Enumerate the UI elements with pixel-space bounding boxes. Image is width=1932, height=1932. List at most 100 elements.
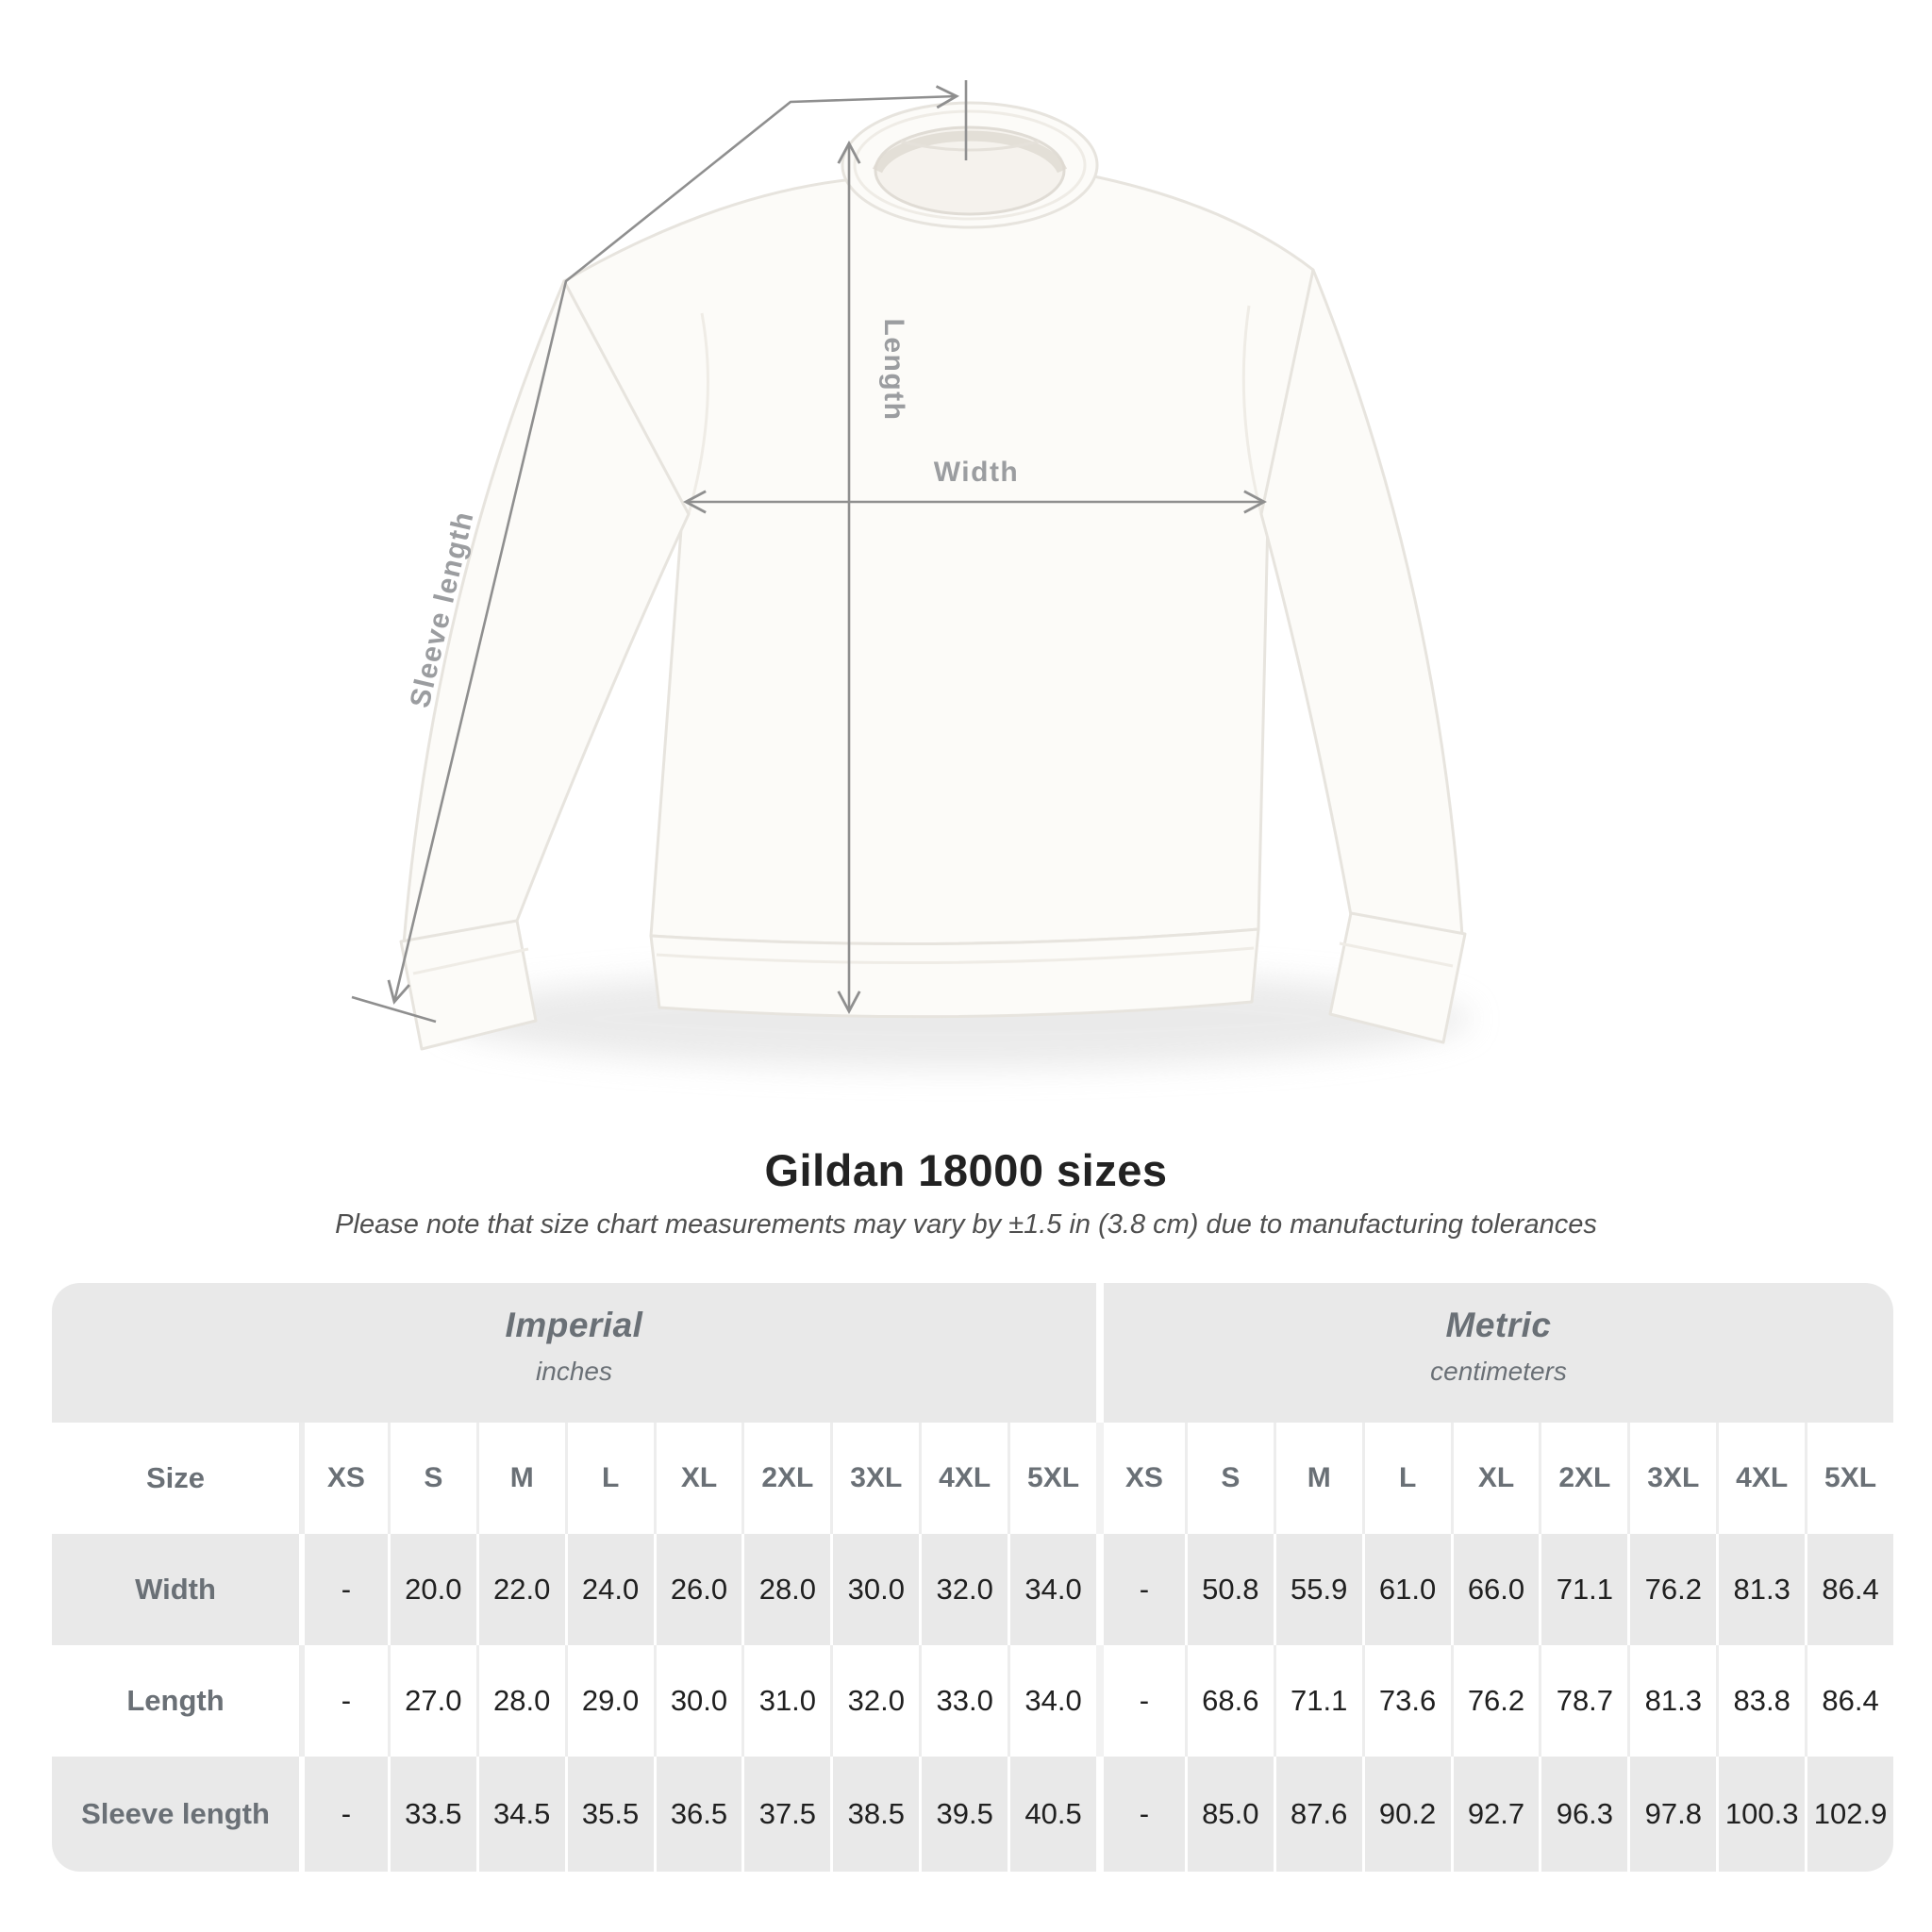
value-cell: 86.4 [1805, 1534, 1893, 1645]
value-cell: 28.0 [475, 1645, 565, 1757]
value-cell: 34.5 [475, 1757, 565, 1872]
unit-header-imperial: Imperial inches [52, 1283, 1096, 1423]
value-cell: - [1095, 1645, 1185, 1757]
value-cell: 24.0 [564, 1534, 654, 1645]
value-cell: 32.0 [830, 1645, 920, 1757]
table-row: Width -20.0 22.0 24.0 26.0 28.0 30.0 32.0 34.0-5… [52, 1534, 1893, 1645]
unit-header-metric: Metric centimeters [1096, 1283, 1893, 1423]
value-cell: 39.5 [919, 1757, 1008, 1872]
garment-body [562, 173, 1315, 946]
value-cell: 102.9 [1805, 1757, 1893, 1872]
value-cell: 66.0 [1450, 1534, 1540, 1645]
value-cell: 40.5 [1008, 1757, 1096, 1872]
size-header-metric-l: L [1361, 1423, 1451, 1534]
length-dimension-label: Length [878, 319, 909, 422]
size-header-imperial-s: S [387, 1423, 476, 1534]
value-cell: 87.6 [1273, 1757, 1362, 1872]
page-title: Gildan 18000 sizes [764, 1145, 1168, 1195]
value-cell: 34.0 [1008, 1534, 1096, 1645]
size-header-metric-xs: XS [1095, 1423, 1185, 1534]
garment-waistband [649, 927, 1260, 1019]
size-header-metric-5xl: 5XL [1805, 1423, 1893, 1534]
value-cell: 90.2 [1361, 1757, 1451, 1872]
garment-right-cuff [1328, 911, 1467, 1044]
value-cell: 96.3 [1539, 1757, 1628, 1872]
value-cell: 30.0 [653, 1645, 742, 1757]
value-cell: 85.0 [1184, 1757, 1274, 1872]
row-label: Length [52, 1645, 299, 1757]
value-cell: 29.0 [564, 1645, 654, 1757]
value-cell: 36.5 [653, 1757, 742, 1872]
right-cuff-stitch [1339, 941, 1454, 968]
value-cell: 71.1 [1539, 1534, 1628, 1645]
width-dimension-label: Width [934, 457, 1020, 488]
value-cell: - [299, 1534, 388, 1645]
value-cell: 61.0 [1361, 1534, 1451, 1645]
unit-sub-metric: centimeters [1430, 1357, 1567, 1386]
value-cell: 55.9 [1273, 1534, 1362, 1645]
value-cell: 76.2 [1627, 1534, 1717, 1645]
garment-right-sleeve [1259, 268, 1464, 938]
value-cell: 71.1 [1273, 1645, 1362, 1757]
value-cell: - [299, 1757, 388, 1872]
value-cell: 68.6 [1184, 1645, 1274, 1757]
table-row: Length -27.0 28.0 29.0 30.0 31.0 32.0 33.0 34.0-… [52, 1645, 1893, 1757]
sweatshirt-illustration: Length Width Sleeve length [351, 80, 1472, 1068]
size-header-metric-4xl: 4XL [1716, 1423, 1806, 1534]
value-cell: 78.7 [1539, 1645, 1628, 1757]
value-cell: 35.5 [564, 1757, 654, 1872]
sleeve-dimension-line [387, 85, 959, 1005]
value-cell: 20.0 [387, 1534, 476, 1645]
size-header-imperial-5xl: 5XL [1008, 1423, 1096, 1534]
size-header-metric-3xl: 3XL [1627, 1423, 1717, 1534]
value-cell: 50.8 [1184, 1534, 1274, 1645]
value-cell: 76.2 [1450, 1645, 1540, 1757]
value-cell: - [299, 1645, 388, 1757]
page-subtitle: Please note that size chart measurements… [335, 1209, 1597, 1240]
value-cell: 97.8 [1627, 1757, 1717, 1872]
unit-title-imperial: Imperial [505, 1306, 643, 1344]
size-table: Imperial inches Metric centimeters Size XS S M L… [52, 1283, 1893, 1872]
value-cell: - [1095, 1534, 1185, 1645]
size-header-metric-xl: XL [1450, 1423, 1540, 1534]
table-unit-header-row: Imperial inches Metric centimeters [52, 1283, 1893, 1423]
value-cell: 31.0 [741, 1645, 831, 1757]
value-cell: 38.5 [830, 1757, 920, 1872]
value-cell: 86.4 [1805, 1645, 1893, 1757]
size-col-header: Size [52, 1423, 299, 1534]
row-label: Width [52, 1534, 299, 1645]
value-cell: 33.0 [919, 1645, 1008, 1757]
value-cell: 32.0 [919, 1534, 1008, 1645]
value-cell: 26.0 [653, 1534, 742, 1645]
value-cell: 34.0 [1008, 1645, 1096, 1757]
value-cell: - [1095, 1757, 1185, 1872]
value-cell: 22.0 [475, 1534, 565, 1645]
right-shoulder-seam [1241, 305, 1263, 515]
unit-sub-imperial: inches [536, 1357, 612, 1386]
value-cell: 37.5 [741, 1757, 831, 1872]
size-header-imperial-xl: XL [653, 1423, 742, 1534]
size-header-imperial-3xl: 3XL [830, 1423, 920, 1534]
value-cell: 28.0 [741, 1534, 831, 1645]
value-cell: 100.3 [1716, 1757, 1806, 1872]
size-header-metric-m: M [1273, 1423, 1362, 1534]
value-cell: 30.0 [830, 1534, 920, 1645]
size-header-imperial-l: L [564, 1423, 654, 1534]
sleeve-dimension-cuff-bar [351, 995, 437, 1024]
row-label: Sleeve length [52, 1757, 299, 1872]
value-cell: 27.0 [387, 1645, 476, 1757]
size-header-imperial-4xl: 4XL [919, 1423, 1008, 1534]
table-row: Sleeve length -33.5 34.5 35.5 36.5 37.5 38.5 39… [52, 1757, 1893, 1872]
value-cell: 81.3 [1716, 1534, 1806, 1645]
unit-title-metric: Metric [1445, 1306, 1552, 1344]
size-header-metric-2xl: 2XL [1539, 1423, 1628, 1534]
size-header-imperial-m: M [475, 1423, 565, 1534]
size-header-metric-s: S [1184, 1423, 1274, 1534]
value-cell: 73.6 [1361, 1645, 1451, 1757]
size-header-imperial-xs: XS [299, 1423, 388, 1534]
size-header-imperial-2xl: 2XL [741, 1423, 831, 1534]
value-cell: 92.7 [1450, 1757, 1540, 1872]
table-size-header-row: Size XS S M L XL 2XL 3XL 4XL 5XL XS S M L XL 2XL 3XL 4XL 5… [52, 1423, 1893, 1534]
value-cell: 81.3 [1627, 1645, 1717, 1757]
